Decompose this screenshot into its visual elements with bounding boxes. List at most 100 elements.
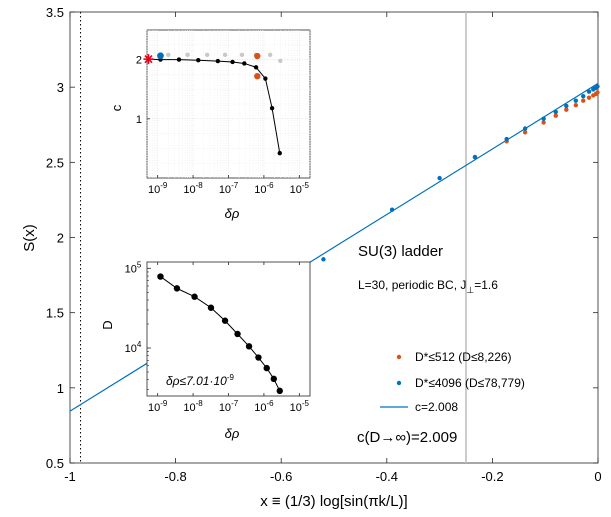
main-y-tick-label: 2 [57,231,64,246]
blue-data-point [553,109,558,115]
inset-c-black-point [176,57,182,62]
blue-data-point [437,175,442,181]
inset-d-x-tick-label-exp: -9 [160,399,168,408]
inset-d-annotation-exp: -9 [227,373,235,382]
inset-c-black-point [215,58,221,64]
inset-d-point [263,364,270,372]
inset-d-y-label: D [100,320,115,329]
main-y-tick-label: 0.5 [46,456,64,471]
inset-c-x-tick-label: 10-5 [290,181,310,196]
inset-d-x-tick-label-exp: -7 [231,399,239,408]
main-points [321,84,600,262]
blue-data-point [321,257,326,262]
inset-c-red-star [144,55,153,64]
inset-c-x-tick-label-exp: -5 [302,181,310,190]
inset-c-gray-point [267,52,273,58]
inset-c-gray-point [278,58,283,63]
inset-d-point [245,343,253,350]
inset-d-point [207,304,215,311]
inset-d-x-tick-label-exp: -5 [302,399,310,408]
inset-d-x-tick-label: 10-9 [148,399,168,414]
inset-d-x-label: δρ [225,426,240,441]
inset-d-point [191,293,198,300]
inset-c-gray-point [185,52,190,58]
params-annotation: L=30, periodic BC, J⊥=1.6 [358,278,498,295]
inset-c-gray-point [166,52,171,58]
params-main: L=30, periodic BC, J [358,278,466,292]
blue-data-point [595,84,600,89]
inset-d-annotation-base: δρ≤7.01·10 [166,374,227,388]
inset-d-x-tick-label-base: 10 [254,402,266,414]
main-y-tick-label: 1.5 [46,306,64,321]
reference-lines [80,12,467,463]
inset-c-orange-point [254,52,261,60]
main-x-tick-label: -0.8 [164,469,186,484]
orange-data-point [541,120,546,125]
main-y-axis-label: S(x) [21,224,38,252]
main-x-axis-label: x ≡ (1/3) log[sin(πk/L)] [260,493,407,510]
inset-c-black-point [253,65,259,70]
legend: D*≤512 (D≤8,226) D*≤4096 (D≤78,779) c=2.… [380,350,525,414]
inset-c-x-tick-label-base: 10 [148,184,160,196]
inset-d-y-tick-label: 104 [125,340,142,355]
inset-c-black-point [269,105,275,111]
inset-d-x-tick-label-base: 10 [219,402,231,414]
inset-d-y-tick-label-exp: 5 [137,260,142,269]
inset-d-point [270,375,277,383]
inset-c-black-point [230,59,235,65]
inset-c-black-curve [160,59,281,154]
orange-data-point [586,95,592,100]
inset-c-x-tick-label: 10-8 [183,181,203,196]
extrapolated-c-annotation: c(D→∞)=2.009 [357,429,457,446]
blue-data-point [504,136,509,142]
legend-marker-orange [396,354,402,360]
model-annotation: SU(3) ladder [358,243,443,260]
inset-d-point [276,387,283,395]
inset-d-x-tick-label: 10-8 [183,399,203,414]
blue-data-point [564,103,569,109]
inset-c-marks [143,52,283,156]
inset-c-x-tick-label-base: 10 [290,184,302,196]
inset-c-y-label: c [109,104,124,111]
main-x-tick-label: -0.4 [376,469,398,484]
orange-data-point [553,113,558,118]
blue-data-point [573,98,579,103]
inset-c-axes: 10-9 10-8 10-7 10-6 10-512 [136,29,311,196]
main-x-tick-label: -1 [64,469,76,484]
inset-d-point [234,330,241,338]
orange-data-point [564,107,569,112]
inset-c-x-tick-label-base: 10 [219,184,231,196]
main-x-tick-label: -0.6 [270,469,292,484]
inset-d-point [255,354,262,361]
inset-d-point [221,317,229,324]
orange-data-point [522,130,528,135]
inset-c-x-tick-label-base: 10 [183,184,195,196]
blue-data-point [581,93,586,99]
inset-d-marks [157,273,283,395]
inset-c-x-label: δρ [225,206,240,221]
inset-d-x-tick-label-base: 10 [183,402,195,414]
inset-d-x-tick-label-base: 10 [148,402,160,414]
params-sub: ⊥ [466,285,474,295]
inset-c-x-tick-label: 10-7 [219,181,239,196]
legend-label-orange: D*≤512 (D≤8,226) [415,350,512,364]
blue-data-point [389,207,395,212]
inset-c-orange-point [254,72,261,80]
main-x-tick-label: 0 [594,469,601,484]
inset-c-y-tick-label: 1 [136,114,142,126]
main-y-tick-label: 1 [57,381,64,396]
inset-c-x-tick-label-exp: -7 [231,181,239,190]
inset-d-point [173,285,181,292]
inset-d-x-tick-label-exp: -6 [266,399,274,408]
inset-c-gray-point [204,52,210,58]
blue-data-point [586,89,592,94]
orange-data-point [581,98,586,103]
inset-c-gray-point [239,52,245,58]
inset-d-y-tick-label: 105 [125,260,142,275]
orange-data-point [595,90,600,95]
inset-d-frame [146,261,311,397]
inset-d-annotation: δρ≤7.01·10-9 [166,373,234,388]
inset-c-x-tick-label-exp: -9 [160,181,168,190]
